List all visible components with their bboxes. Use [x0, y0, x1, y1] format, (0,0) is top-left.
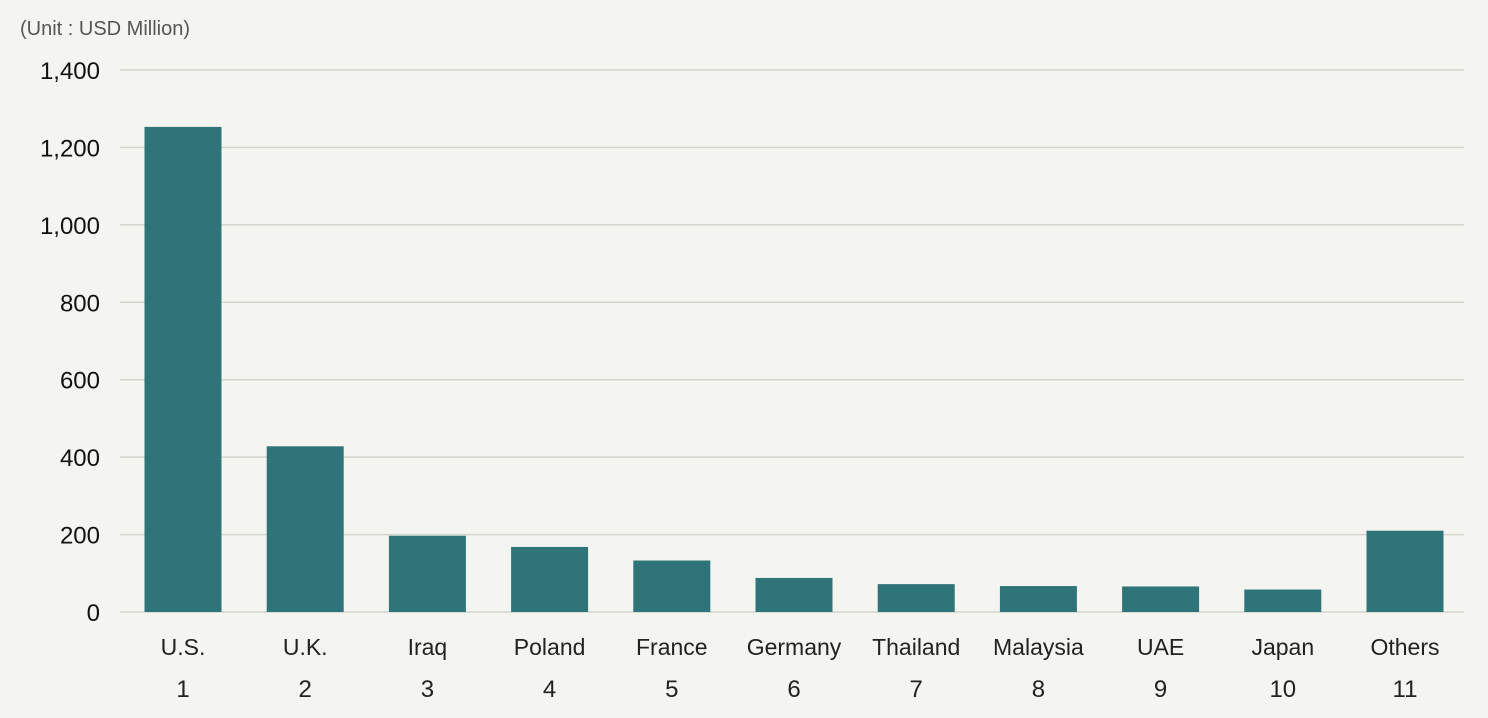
unit-label: (Unit : USD Million) — [20, 18, 191, 40]
rank-label: 10 — [1269, 676, 1296, 703]
rank-label: 3 — [421, 676, 434, 703]
bar — [1122, 586, 1200, 612]
x-tick-label: Thailand — [872, 634, 960, 660]
y-tick-label: 1,400 — [40, 58, 100, 85]
x-tick-label: Iraq — [408, 634, 448, 660]
x-tick-label: UAE — [1137, 634, 1184, 660]
y-tick-label: 600 — [60, 368, 100, 395]
rank-label: 8 — [1032, 676, 1045, 703]
x-tick-label: Poland — [514, 634, 586, 660]
y-tick-label: 1,000 — [40, 213, 100, 240]
rank-label: 7 — [910, 676, 923, 703]
bar — [633, 560, 711, 612]
x-tick-label: U.K. — [283, 634, 328, 660]
x-tick-label: Japan — [1251, 634, 1314, 660]
y-tick-label: 0 — [87, 600, 100, 627]
bar — [511, 546, 589, 612]
rank-label: 5 — [665, 676, 678, 703]
rank-label: 4 — [543, 676, 556, 703]
rank-label: 11 — [1393, 676, 1418, 703]
y-tick-label: 400 — [60, 445, 100, 472]
rank-label: 9 — [1154, 676, 1167, 703]
bar — [388, 535, 466, 612]
bar — [755, 577, 833, 612]
rank-label: 2 — [299, 676, 312, 703]
bar — [877, 584, 955, 612]
x-tick-label: France — [636, 634, 708, 660]
rank-label: 6 — [787, 676, 800, 703]
bar — [1244, 589, 1322, 612]
x-tick-label: Others — [1370, 634, 1439, 660]
x-tick-label: Germany — [747, 634, 842, 660]
y-tick-label: 800 — [60, 290, 100, 317]
y-tick-label: 200 — [60, 523, 100, 550]
bar — [144, 126, 222, 612]
bar — [1366, 530, 1444, 612]
y-tick-label: 1,200 — [40, 135, 100, 162]
rank-label: 1 — [176, 676, 189, 703]
bar — [999, 586, 1077, 612]
bar — [266, 446, 344, 612]
x-tick-label: Malaysia — [993, 634, 1084, 660]
x-tick-label: U.S. — [161, 634, 206, 660]
